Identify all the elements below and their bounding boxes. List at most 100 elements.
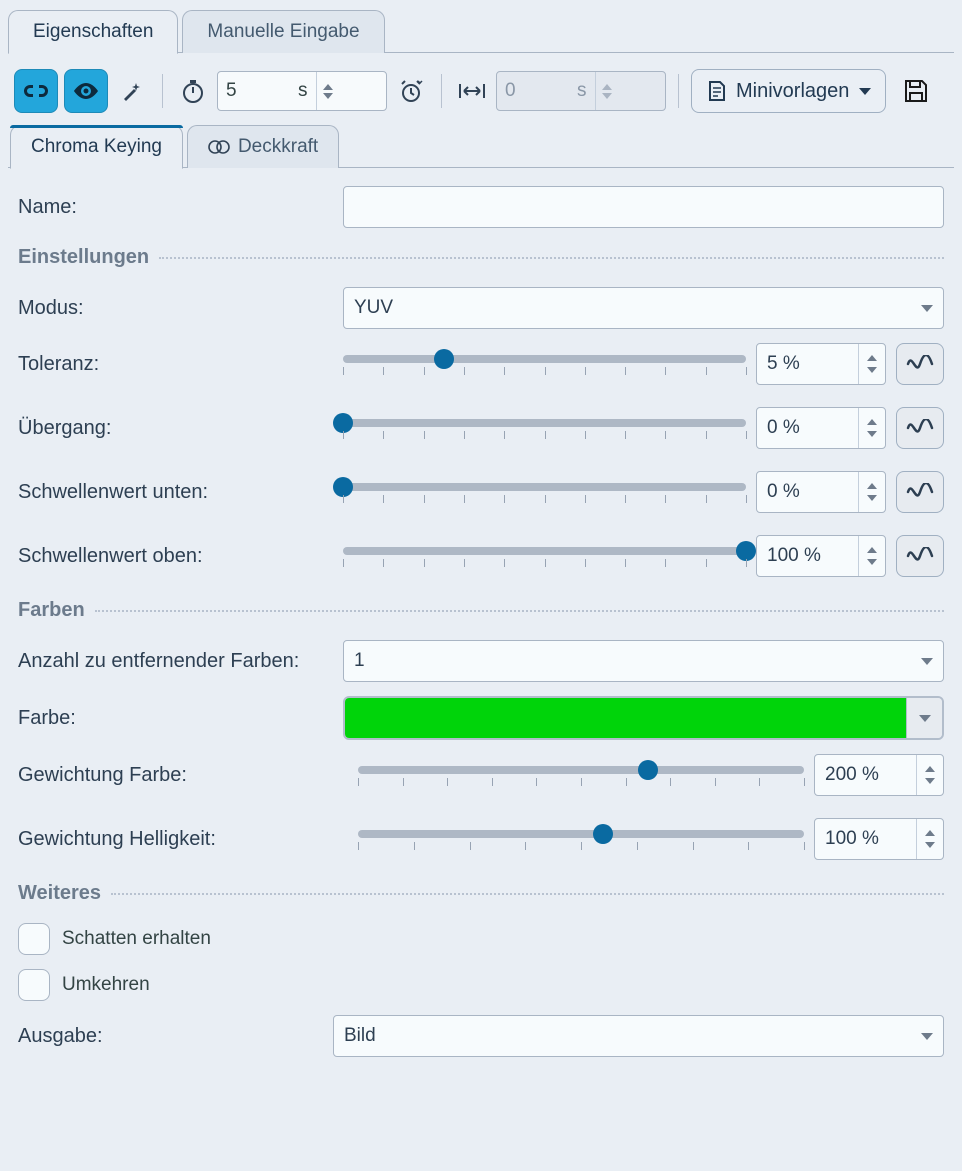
duration-input[interactable]	[218, 72, 298, 110]
width-fit-button[interactable]	[454, 73, 490, 109]
duration-unit: s	[298, 80, 316, 102]
threshold-low-value-spinner[interactable]: 0 %	[756, 471, 886, 513]
slider-thumb[interactable]	[736, 541, 756, 561]
weight-color-value-spinner[interactable]: 200 %	[814, 754, 944, 796]
tab-chroma-keying[interactable]: Chroma Keying	[10, 125, 183, 169]
chevron-down-icon[interactable]	[925, 842, 935, 848]
weight-brightness-value-spinner[interactable]: 100 %	[814, 818, 944, 860]
chevron-down-icon[interactable]	[867, 495, 877, 501]
tolerance-keyframe-button[interactable]	[896, 343, 944, 385]
visibility-button[interactable]	[64, 69, 108, 113]
weight-color-slider[interactable]	[358, 762, 804, 788]
chroma-content: Name: Einstellungen Modus: YUV Toleranz:…	[8, 168, 954, 1079]
save-button[interactable]	[898, 73, 934, 109]
threshold-high-slider[interactable]	[343, 543, 746, 569]
section-divider	[159, 257, 944, 259]
toolbar-separator	[441, 74, 442, 108]
duration-stepper[interactable]	[316, 72, 339, 110]
color-label: Farbe:	[18, 707, 343, 730]
mini-templates-button[interactable]: Minivorlagen	[691, 69, 886, 113]
offset-spinner: s	[496, 71, 666, 111]
output-select[interactable]: Bild	[333, 1015, 944, 1057]
name-input[interactable]	[343, 186, 944, 228]
slider-thumb[interactable]	[434, 349, 454, 369]
slider-thumb[interactable]	[593, 824, 613, 844]
threshold-high-value-spinner[interactable]: 100 %	[756, 535, 886, 577]
mode-select[interactable]: YUV	[343, 287, 944, 329]
tab-properties-label: Eigenschaften	[33, 21, 153, 42]
output-label: Ausgabe:	[18, 1025, 333, 1048]
keep-shadows-label: Schatten erhalten	[62, 928, 211, 950]
threshold-low-row: Schwellenwert unten: 0 %	[18, 471, 944, 513]
color-picker[interactable]	[343, 696, 944, 740]
threshold-high-keyframe-button[interactable]	[896, 535, 944, 577]
chevron-up-icon[interactable]	[867, 547, 877, 553]
chevron-down-icon[interactable]	[867, 431, 877, 437]
toolbar: s s Minivorlagen	[8, 53, 954, 119]
slider-thumb[interactable]	[638, 760, 658, 780]
color-swatch[interactable]	[345, 698, 906, 738]
chevron-up-icon[interactable]	[867, 483, 877, 489]
color-count-value: 1	[354, 650, 365, 672]
tolerance-slider[interactable]	[343, 351, 746, 377]
offset-unit: s	[577, 80, 595, 102]
tab-properties[interactable]: Eigenschaften	[8, 10, 178, 54]
chevron-down-icon	[859, 88, 871, 95]
chevron-up-icon[interactable]	[867, 355, 877, 361]
link-toggle-button[interactable]	[14, 69, 58, 113]
keep-shadows-checkbox[interactable]	[18, 923, 50, 955]
stopwatch-button[interactable]	[175, 73, 211, 109]
wand-icon	[120, 79, 144, 103]
color-count-select[interactable]: 1	[343, 640, 944, 682]
chevron-up-icon[interactable]	[925, 830, 935, 836]
offset-input	[497, 72, 577, 110]
weight-brightness-value: 100 %	[825, 828, 916, 850]
section-divider	[111, 893, 944, 895]
slider-thumb[interactable]	[333, 477, 353, 497]
chevron-down-icon[interactable]	[867, 559, 877, 565]
name-label: Name:	[18, 196, 343, 219]
wand-button[interactable]	[114, 73, 150, 109]
output-row: Ausgabe: Bild	[18, 1015, 944, 1057]
chevron-up-icon[interactable]	[925, 766, 935, 772]
mode-label: Modus:	[18, 297, 343, 320]
slider-thumb[interactable]	[333, 413, 353, 433]
toolbar-separator	[678, 74, 679, 108]
weight-brightness-label: Gewichtung Helligkeit:	[18, 828, 358, 851]
weight-color-label: Gewichtung Farbe:	[18, 764, 358, 787]
tab-opacity[interactable]: Deckkraft	[187, 125, 339, 168]
tolerance-row: Toleranz:5 %	[18, 343, 944, 385]
color-dropdown[interactable]	[906, 698, 942, 738]
link-icon	[23, 83, 49, 99]
invert-checkbox[interactable]	[18, 969, 50, 1001]
opacity-icon	[208, 138, 230, 156]
chevron-up-icon[interactable]	[323, 84, 333, 90]
duration-spinner[interactable]: s	[217, 71, 387, 111]
tab-manual-input[interactable]: Manuelle Eingabe	[182, 10, 384, 53]
color-row: Farbe:	[18, 696, 944, 740]
threshold-low-slider[interactable]	[343, 479, 746, 505]
transition-keyframe-button[interactable]	[896, 407, 944, 449]
chevron-up-icon[interactable]	[867, 419, 877, 425]
chevron-down-icon[interactable]	[323, 93, 333, 99]
threshold-low-keyframe-button[interactable]	[896, 471, 944, 513]
weight-brightness-slider[interactable]	[358, 826, 804, 852]
sync-time-button[interactable]	[393, 73, 429, 109]
toolbar-separator	[162, 74, 163, 108]
invert-label: Umkehren	[62, 974, 150, 996]
transition-value-spinner[interactable]: 0 %	[756, 407, 886, 449]
threshold-low-label: Schwellenwert unten:	[18, 481, 343, 504]
tab-manual-label: Manuelle Eingabe	[207, 21, 359, 42]
chevron-down-icon[interactable]	[925, 778, 935, 784]
mini-templates-label: Minivorlagen	[736, 80, 849, 103]
wave-icon	[906, 355, 934, 373]
chevron-down-icon[interactable]	[867, 367, 877, 373]
wave-icon	[906, 547, 934, 565]
transition-slider[interactable]	[343, 415, 746, 441]
tolerance-value-spinner[interactable]: 5 %	[756, 343, 886, 385]
tab-chroma-label: Chroma Keying	[31, 136, 162, 158]
color-count-label: Anzahl zu entfernender Farben:	[18, 650, 343, 673]
threshold-high-label: Schwellenwert oben:	[18, 545, 343, 568]
effect-sub-tabs: Chroma Keying Deckkraft	[8, 125, 954, 168]
chevron-down-icon	[919, 715, 931, 722]
